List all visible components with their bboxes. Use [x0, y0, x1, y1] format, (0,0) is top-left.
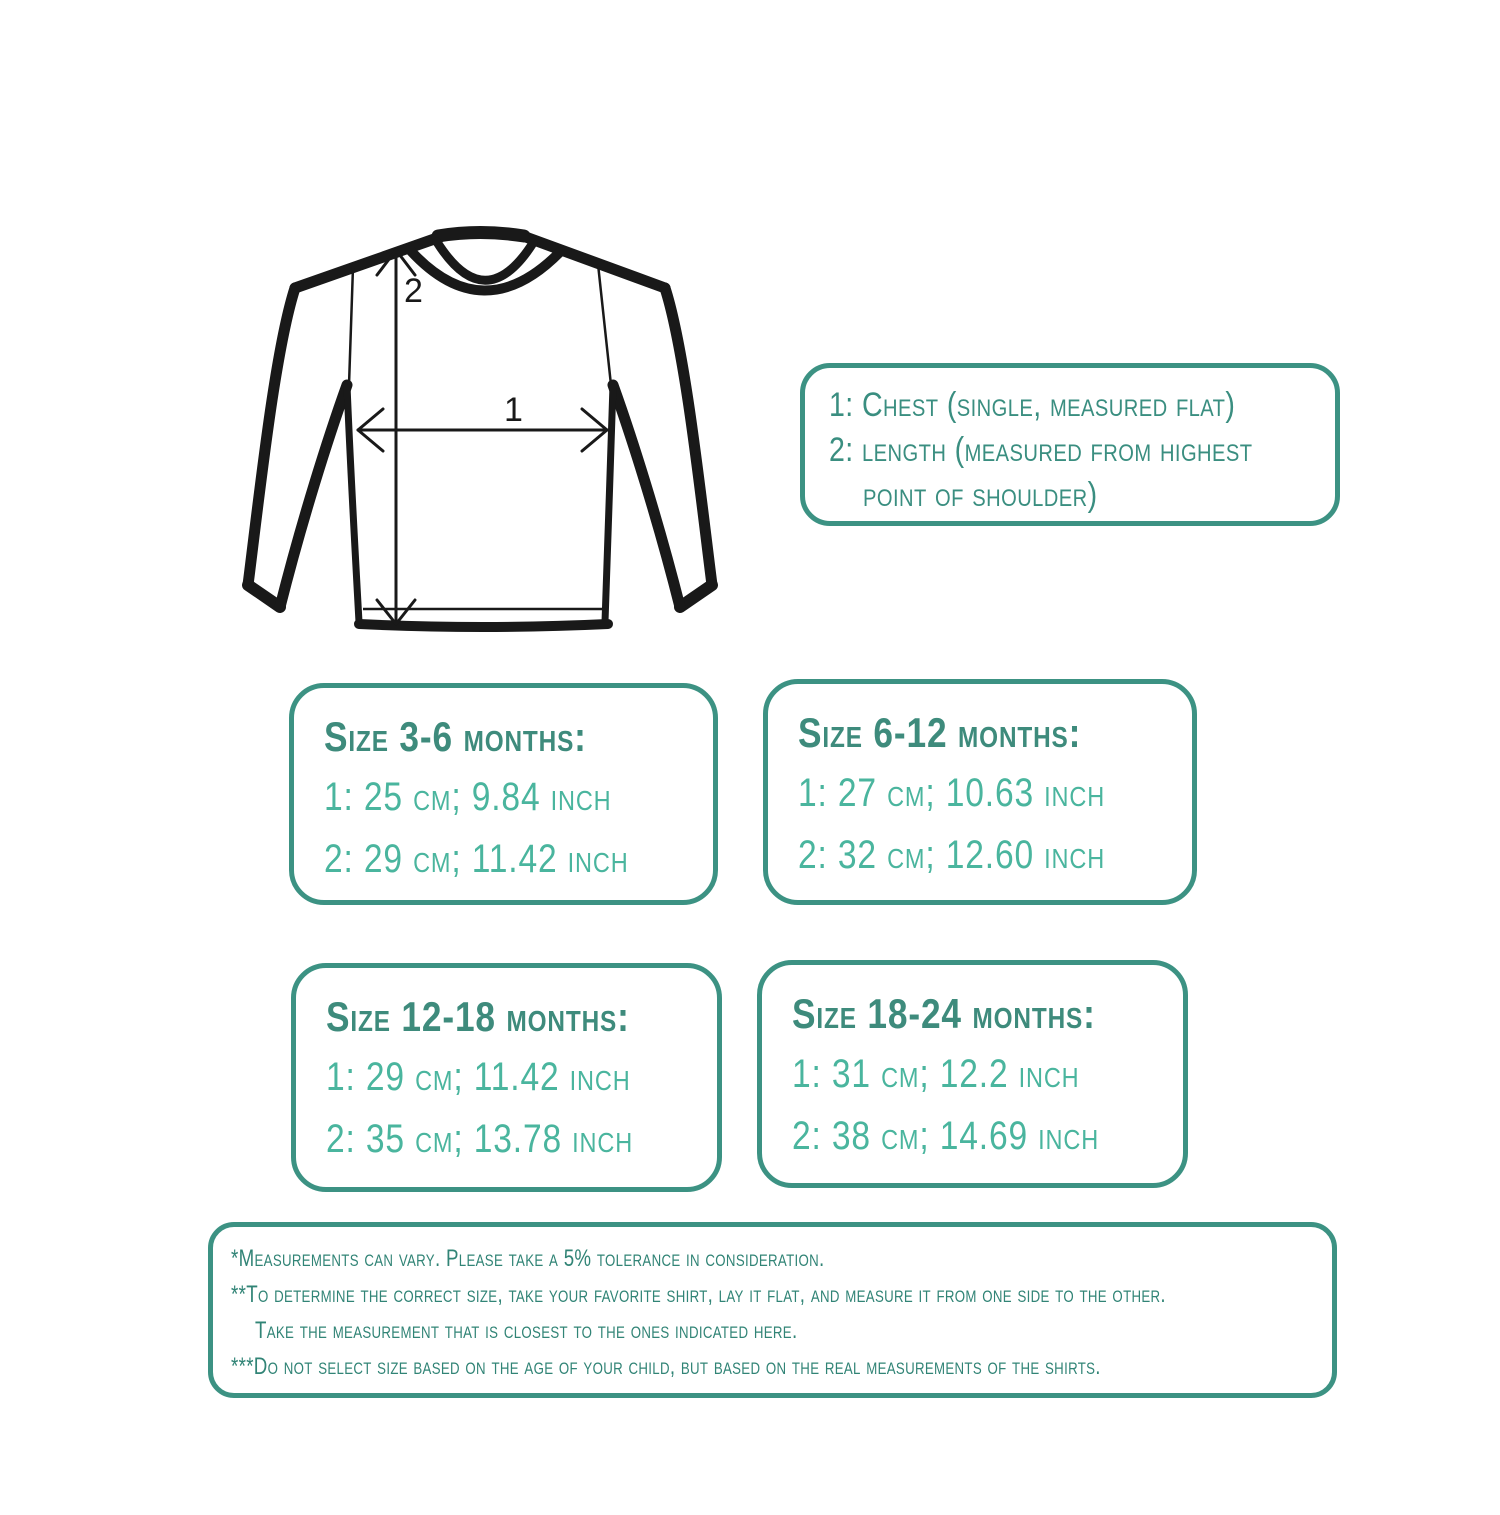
footnote-line-age-warning: ***Do not select size based on the age o…: [231, 1353, 1101, 1380]
length-marker-label: 2: [404, 272, 423, 310]
size-box-title: Size 12-18 months:: [326, 993, 630, 1040]
size-box-length: 2: 29 cm; 11.42 inch: [324, 837, 629, 881]
size-box-chest: 1: 29 cm; 11.42 inch: [326, 1055, 631, 1099]
size-box-title: Size 6-12 months:: [798, 709, 1082, 756]
size-box-12-18-months: Size 12-18 months: 1: 29 cm; 11.42 inch …: [291, 963, 722, 1192]
size-box-title: Size 18-24 months:: [792, 990, 1096, 1037]
footnote-line-how-to-measure: **To determine the correct size, take yo…: [231, 1281, 1166, 1308]
shirt-diagram: 2 1: [242, 226, 718, 632]
legend-line-chest: 1: Chest (single, measured flat): [829, 386, 1236, 424]
footnote-line-how-to-measure-cont: Take the measurement that is closest to …: [255, 1317, 798, 1344]
footnote-box: *Measurements can vary. Please take a 5%…: [208, 1222, 1337, 1398]
size-box-length: 2: 35 cm; 13.78 inch: [326, 1117, 634, 1161]
size-box-title: Size 3-6 months:: [324, 713, 587, 760]
legend-box: 1: Chest (single, measured flat) 2: leng…: [800, 363, 1340, 526]
size-box-18-24-months: Size 18-24 months: 1: 31 cm; 12.2 inch 2…: [757, 960, 1188, 1188]
legend-line-length-cont: point of shoulder): [863, 476, 1098, 514]
footnote-line-tolerance: *Measurements can vary. Please take a 5%…: [231, 1245, 825, 1272]
length-arrow: [375, 248, 417, 626]
chest-marker-label: 1: [504, 391, 523, 429]
size-box-chest: 1: 25 cm; 9.84 inch: [324, 775, 612, 819]
chest-arrow: [356, 407, 609, 453]
size-box-3-6-months: Size 3-6 months: 1: 25 cm; 9.84 inch 2: …: [289, 683, 718, 905]
size-box-6-12-months: Size 6-12 months: 1: 27 cm; 10.63 inch 2…: [763, 679, 1197, 905]
size-box-length: 2: 38 cm; 14.69 inch: [792, 1114, 1100, 1158]
legend-line-length: 2: length (measured from highest: [829, 431, 1253, 469]
size-box-chest: 1: 27 cm; 10.63 inch: [798, 771, 1106, 815]
size-box-chest: 1: 31 cm; 12.2 inch: [792, 1052, 1080, 1096]
size-box-length: 2: 32 cm; 12.60 inch: [798, 833, 1106, 877]
